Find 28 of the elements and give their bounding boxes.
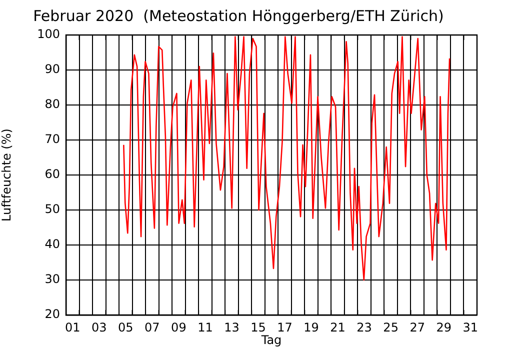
y-tick-label: 30 [44, 272, 60, 286]
y-tick-label: 100 [37, 27, 60, 42]
y-tick-label: 40 [44, 237, 60, 252]
x-tick-label: 07 [144, 320, 160, 334]
x-tick-label: 11 [198, 320, 213, 334]
x-tick-label: 09 [171, 320, 186, 334]
x-tick-label: 17 [277, 320, 292, 334]
x-tick-label: 15 [250, 320, 266, 334]
chart-title: Februar 2020 (Meteostation Hönggerberg/ETH Zürich) [33, 6, 444, 25]
x-tick-label: 29 [436, 320, 452, 334]
x-tick-label: 21 [330, 320, 346, 334]
x-tick-label: 05 [118, 320, 134, 334]
y-tick-label: 70 [44, 132, 60, 146]
x-tick-label: 27 [410, 320, 425, 334]
y-tick-label: 80 [44, 97, 60, 112]
x-tick-label: 01 [64, 320, 80, 334]
y-tick-label: 60 [44, 167, 60, 182]
x-tick-label: 03 [92, 320, 107, 334]
y-tick-label: 20 [44, 307, 60, 322]
y-axis-title: Luftfeuchte (%) [0, 128, 14, 222]
x-axis-title: Tag [260, 332, 282, 347]
x-tick-label: 13 [224, 320, 240, 334]
x-tick-label: 31 [462, 320, 478, 334]
x-tick-label: 23 [356, 320, 372, 334]
x-tick-label: 19 [304, 320, 319, 334]
y-tick-label: 90 [44, 62, 60, 76]
x-tick-label: 25 [383, 320, 398, 334]
y-tick-label: 50 [44, 202, 60, 216]
